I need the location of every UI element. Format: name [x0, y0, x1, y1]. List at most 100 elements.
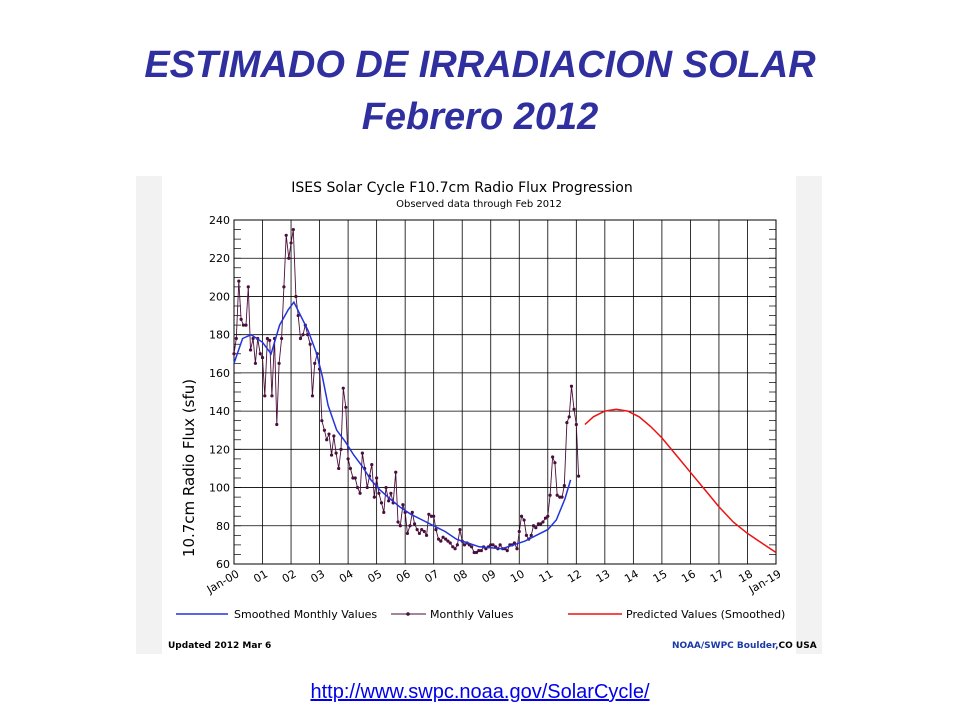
monthly-point	[344, 405, 348, 409]
monthly-point	[334, 451, 338, 455]
chart-left-edge	[136, 176, 162, 654]
series-line-1	[233, 300, 572, 550]
monthly-point	[351, 476, 355, 480]
legend-predicted-label: Predicted Values (Smoothed)	[626, 608, 785, 621]
monthly-point	[384, 485, 388, 490]
source-link[interactable]: http://www.swpc.noaa.gov/SolarCycle/	[310, 681, 650, 703]
monthly-point	[341, 386, 345, 390]
monthly-point	[346, 457, 350, 461]
chart-title: ISES Solar Cycle F10.7cm Radio Flux Prog…	[291, 180, 632, 196]
monthly-point	[325, 438, 329, 442]
monthly-point	[546, 514, 550, 518]
x-tick-label: 15	[651, 567, 670, 585]
monthly-point	[472, 550, 476, 555]
monthly-point	[398, 524, 402, 528]
x-tick-label: 11	[537, 567, 556, 585]
monthly-point	[420, 528, 424, 532]
x-tick-label: 14	[622, 567, 641, 585]
monthly-point	[555, 493, 559, 497]
monthly-point	[313, 361, 317, 365]
monthly-point	[365, 485, 369, 490]
monthly-point	[558, 495, 562, 499]
slide-subtitle: Febrero 2012	[361, 96, 599, 138]
legend-monthly-marker	[406, 612, 410, 616]
monthly-point	[234, 336, 238, 341]
monthly-point	[284, 233, 288, 237]
monthly-point	[422, 529, 426, 534]
monthly-point	[560, 495, 564, 499]
x-tick-label: 08	[451, 567, 470, 585]
monthly-point	[415, 528, 419, 532]
updated-note: Updated 2012 Mar 6	[168, 641, 271, 651]
monthly-point	[517, 529, 521, 534]
monthly-point	[275, 422, 279, 427]
chart-subtitle: Observed data through Feb 2012	[396, 199, 562, 210]
x-tick-label: 05	[366, 567, 385, 585]
chart-grid	[233, 219, 777, 565]
monthly-point	[536, 522, 540, 526]
x-tick-label: 17	[708, 567, 727, 585]
monthly-point	[522, 518, 526, 522]
x-tick-label: 16	[679, 567, 698, 585]
monthly-point	[565, 420, 569, 425]
y-tick-label: 180	[209, 329, 230, 342]
plot-frame	[233, 219, 777, 565]
monthly-point	[548, 493, 552, 497]
y-tick-label: 200	[209, 290, 230, 303]
monthly-point	[405, 531, 410, 536]
monthly-point	[387, 499, 391, 503]
y-tick-label: 140	[209, 405, 230, 418]
monthly-point	[379, 501, 384, 505]
x-tick-label: 03	[308, 567, 327, 585]
monthly-point	[282, 285, 286, 289]
monthly-point	[574, 422, 578, 427]
monthly-point	[396, 520, 400, 524]
monthly-point	[322, 428, 327, 432]
monthly-point	[355, 485, 360, 490]
monthly-point	[270, 394, 274, 398]
monthly-point	[541, 520, 545, 524]
y-tick-labels: 60 80 100 120 140 160 180 200 220 240	[209, 214, 230, 571]
monthly-point	[448, 541, 452, 545]
monthly-point	[429, 514, 434, 518]
x-tick-label: 10	[508, 567, 527, 585]
monthly-point	[408, 524, 412, 528]
monthly-point	[277, 361, 281, 365]
y-tick-label: 60	[216, 558, 230, 571]
monthly-point	[372, 495, 376, 499]
monthly-point	[394, 470, 398, 474]
monthly-point	[498, 543, 502, 547]
chart-panel: ISES Solar Cycle F10.7cm Radio Flux Prog…	[136, 176, 822, 654]
chart-series	[232, 227, 777, 555]
monthly-point	[280, 336, 284, 341]
x-tick-label: 13	[594, 567, 613, 585]
chart-right-edge	[796, 176, 822, 654]
slide-title: ESTIMADO DE IRRADIACION SOLAR	[144, 44, 816, 86]
monthly-point	[260, 356, 265, 360]
monthly-point	[539, 522, 543, 526]
monthly-point	[479, 549, 483, 553]
monthly-point	[432, 514, 436, 518]
monthly-point	[444, 537, 448, 541]
monthly-point	[434, 528, 438, 532]
x-tick-labels: Jan-00 01 02 03 04 05 06 07 08 09 10 11 12 13 14 15 16 17…	[204, 567, 784, 596]
y-tick-label: 100	[209, 482, 230, 495]
monthly-point	[253, 361, 257, 365]
monthly-point	[534, 526, 538, 530]
monthly-point	[543, 516, 548, 520]
monthly-point	[410, 510, 414, 514]
monthly-point	[436, 537, 441, 541]
monthly-point	[298, 336, 303, 341]
monthly-point	[505, 549, 509, 553]
monthly-point	[258, 352, 262, 356]
x-tick-label: 12	[565, 567, 584, 585]
monthly-point	[412, 522, 417, 526]
x-tick-label: 09	[480, 567, 499, 585]
monthly-point	[389, 491, 393, 495]
x-tick-label: 04	[337, 567, 356, 585]
monthly-point	[244, 323, 248, 327]
x-tick-label: 18	[736, 567, 755, 585]
monthly-point	[305, 333, 310, 337]
monthly-point	[337, 466, 341, 471]
x-tick-label: 01	[251, 567, 270, 585]
